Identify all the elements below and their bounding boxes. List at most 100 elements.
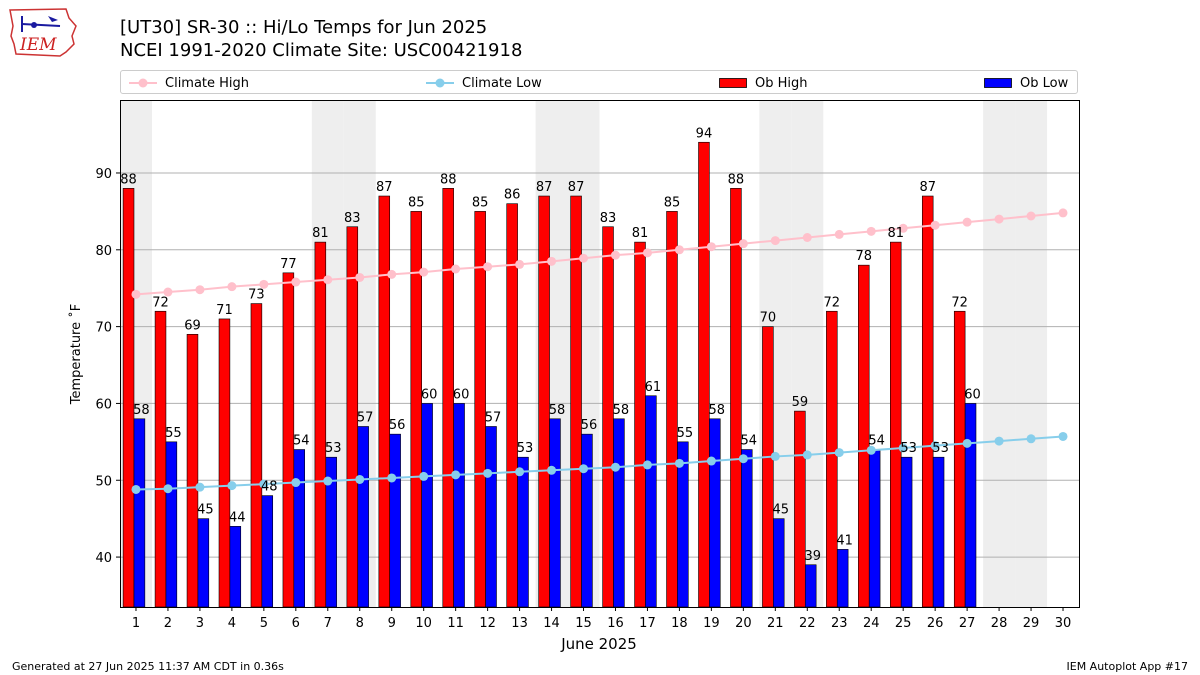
ob-high-bar xyxy=(186,333,199,608)
y-tick-label: 70 xyxy=(95,321,112,336)
chart-subtitle: NCEI 1991-2020 Climate Site: USC00421918 xyxy=(120,40,523,61)
ob-low-value-label: 58 xyxy=(549,403,566,418)
x-tick-label: 7 xyxy=(324,616,332,631)
climate-high-point xyxy=(163,287,173,297)
ob-high-bar xyxy=(314,241,327,608)
ob-low-bar xyxy=(229,526,242,608)
x-tick-label: 22 xyxy=(799,616,816,631)
x-tick-label: 28 xyxy=(991,616,1008,631)
ob-high-value-label: 70 xyxy=(760,311,777,326)
ob-low-value-label: 61 xyxy=(645,380,662,395)
ob-high-value-label: 69 xyxy=(184,318,201,333)
legend-item-ob-high: Ob High xyxy=(719,74,808,92)
climate-high-point xyxy=(642,248,652,258)
ob-high-value-label: 81 xyxy=(312,226,329,241)
ob-low-bar xyxy=(421,403,433,608)
legend-label-ob-low: Ob Low xyxy=(1020,75,1069,91)
climate-high-point xyxy=(866,226,876,236)
x-tick-label: 30 xyxy=(1055,616,1072,631)
ob-low-value-label: 48 xyxy=(261,480,278,495)
x-tick-label: 25 xyxy=(895,616,912,631)
ob-low-value-label: 56 xyxy=(389,418,406,433)
climate-high-point xyxy=(323,275,333,285)
climate-high-point xyxy=(547,256,557,266)
climate-low-point xyxy=(610,462,620,472)
legend-item-ob-low: Ob Low xyxy=(984,74,1068,92)
ob-low-value-label: 58 xyxy=(613,403,630,418)
ob-high-value-label: 88 xyxy=(120,172,137,187)
ob-low-bar xyxy=(549,418,561,608)
ob-low-value-label: 45 xyxy=(197,503,214,518)
x-tick-label: 19 xyxy=(703,616,720,631)
ob-low-value-label: 54 xyxy=(741,434,758,449)
ob-high-value-label: 94 xyxy=(696,126,713,141)
x-tick-label: 3 xyxy=(196,616,204,631)
ob-low-bar xyxy=(581,433,593,608)
ob-low-value-label: 60 xyxy=(421,387,438,402)
y-tick-label: 90 xyxy=(95,167,112,182)
climate-high-point xyxy=(1058,208,1068,218)
ob-low-bar xyxy=(900,456,913,608)
ob-high-swatch-icon xyxy=(719,78,747,88)
climate-high-point xyxy=(259,279,269,289)
weekend-shade xyxy=(1015,100,1048,607)
climate-low-point xyxy=(770,451,780,461)
climate-high-point xyxy=(834,229,844,239)
ob-low-value-label: 60 xyxy=(453,387,470,402)
ob-low-value-label: 54 xyxy=(293,434,310,449)
ob-high-value-label: 88 xyxy=(440,172,457,187)
weekend-shade xyxy=(983,100,1016,607)
ob-low-bar xyxy=(517,456,529,608)
x-tick-label: 8 xyxy=(356,616,364,631)
x-tick-label: 12 xyxy=(479,616,496,631)
climate-high-point xyxy=(515,259,525,269)
climate-high-point xyxy=(195,285,205,295)
ob-low-bar xyxy=(133,418,146,608)
ob-low-bar xyxy=(804,564,817,608)
ob-low-bar xyxy=(709,418,721,608)
climate-low-point xyxy=(738,454,748,464)
ob-high-value-label: 59 xyxy=(792,395,809,410)
legend-label-climate-high: Climate High xyxy=(165,75,250,91)
ob-low-value-label: 58 xyxy=(709,403,726,418)
climate-high-point xyxy=(419,267,429,277)
climate-high-point xyxy=(1026,211,1036,221)
climate-low-point xyxy=(163,484,173,494)
legend-label-climate-low: Climate Low xyxy=(462,75,542,91)
ob-low-bar xyxy=(773,518,785,608)
gridlines xyxy=(120,172,1079,558)
ob-low-bar xyxy=(453,403,465,608)
climate-low-point xyxy=(1026,434,1036,444)
climate-low-point xyxy=(962,438,972,448)
x-tick-label: 15 xyxy=(575,616,592,631)
ob-low-bar xyxy=(836,549,849,608)
climate-high-point xyxy=(738,239,748,249)
x-tick-label: 9 xyxy=(388,616,396,631)
x-tick-label: 20 xyxy=(735,616,752,631)
climate-low-point xyxy=(866,445,876,455)
x-tick-label: 6 xyxy=(292,616,300,631)
ob-low-value-label: 39 xyxy=(804,549,821,564)
climate-low-point xyxy=(547,465,557,475)
x-tick-label: 5 xyxy=(260,616,268,631)
x-tick-label: 2 xyxy=(164,616,172,631)
climate-low-point xyxy=(387,473,397,483)
ob-high-bar xyxy=(794,410,806,608)
climate-low-point xyxy=(706,456,716,466)
climate-low-point xyxy=(1058,431,1068,441)
ob-low-bar xyxy=(261,495,274,608)
climate-high-point xyxy=(291,277,301,287)
climate-low-point xyxy=(291,478,301,488)
climate-low-point xyxy=(259,479,269,489)
ob-high-bar xyxy=(634,241,646,608)
climate-high-line-icon xyxy=(129,78,157,88)
footer-app: IEM Autoplot App #17 xyxy=(1066,660,1189,673)
ob-low-value-label: 45 xyxy=(772,503,789,518)
y-tick-label: 60 xyxy=(95,397,112,412)
ob-low-swatch-icon xyxy=(984,78,1012,88)
ob-low-bar xyxy=(964,403,977,608)
climate-high-line xyxy=(135,211,1064,296)
x-tick-label: 24 xyxy=(863,616,880,631)
climate-high-point xyxy=(483,262,493,272)
ob-high-bar xyxy=(666,211,678,608)
